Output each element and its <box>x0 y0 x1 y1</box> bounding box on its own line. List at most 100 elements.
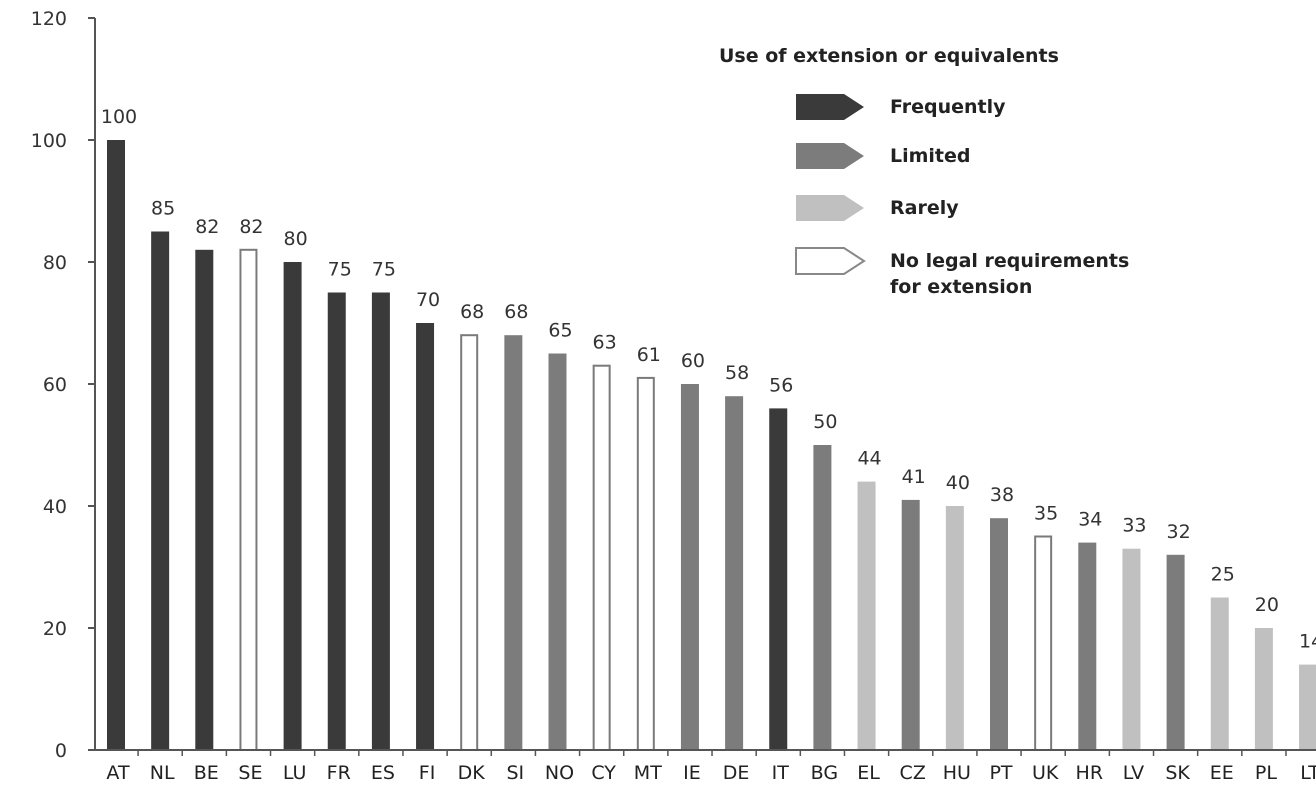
category-label-hu: HU <box>943 762 971 784</box>
value-label-uk: 35 <box>1034 503 1058 525</box>
legend-swatch-rarely <box>796 195 864 221</box>
value-label-fr: 75 <box>328 259 352 281</box>
bar-ie <box>680 384 699 750</box>
bar-el <box>857 481 876 750</box>
bar-at <box>107 140 125 750</box>
category-label-no: NO <box>545 762 574 784</box>
legend-swatch-none <box>795 247 866 275</box>
bar-hr <box>1078 542 1097 750</box>
value-label-si: 68 <box>504 301 528 323</box>
bar-ee <box>1210 597 1229 750</box>
bar-se <box>239 248 258 752</box>
bar-dk <box>460 334 479 751</box>
bar-cz <box>901 499 920 750</box>
value-label-el: 44 <box>857 448 881 470</box>
category-label-lu: LU <box>283 762 307 784</box>
y-tick-label: 40 <box>43 496 67 518</box>
category-label-fi: FI <box>419 762 436 784</box>
value-label-se: 82 <box>239 216 263 238</box>
legend-label-frequently: Frequently <box>890 96 1006 118</box>
y-axis: 0 20 40 60 80 100 120 <box>31 8 96 762</box>
category-label-lt: LT <box>1300 762 1316 784</box>
category-label-cz: CZ <box>900 762 926 784</box>
bar-lt <box>1299 664 1316 750</box>
bar-no <box>548 353 567 750</box>
category-label-nl: NL <box>150 762 175 784</box>
value-label-dk: 68 <box>460 301 484 323</box>
category-label-se: SE <box>238 762 262 784</box>
value-label-sk: 32 <box>1167 521 1191 543</box>
bar-de <box>725 396 744 750</box>
category-label-fr: FR <box>327 762 351 784</box>
value-label-pt: 38 <box>990 484 1014 506</box>
value-label-lu: 80 <box>284 228 308 250</box>
bar-hu <box>945 506 964 750</box>
y-tick-label: 0 <box>55 740 67 762</box>
category-label-bg: BG <box>811 762 838 784</box>
category-label-cy: CY <box>591 762 616 784</box>
category-label-dk: DK <box>458 762 486 784</box>
value-label-cz: 41 <box>902 466 926 488</box>
category-labels-group: AT NL BE SE LU FR ES FI DK SI NO CY MT IE DE IT BG EL CZ HU… <box>106 762 1316 784</box>
value-label-lt: 14 <box>1299 631 1316 653</box>
bar-uk <box>1034 535 1053 751</box>
category-label-uk: UK <box>1032 762 1059 784</box>
value-label-be: 82 <box>195 216 219 238</box>
bar-pl <box>1254 628 1273 750</box>
value-label-de: 58 <box>725 362 749 384</box>
category-label-sk: SK <box>1165 762 1190 784</box>
legend-swatch-limited <box>796 143 864 169</box>
y-tick-label: 100 <box>31 130 67 152</box>
bar-fi <box>416 323 435 750</box>
bar-it <box>769 408 788 750</box>
bar-lu <box>283 262 302 750</box>
legend-swatch-frequently <box>796 94 864 120</box>
category-label-de: DE <box>723 762 750 784</box>
y-tick-label: 80 <box>43 252 67 274</box>
bar-nl <box>151 231 170 750</box>
value-label-no: 65 <box>548 320 572 342</box>
bar-lv <box>1122 548 1141 750</box>
legend-label-rarely: Rarely <box>890 197 959 219</box>
category-label-pl: PL <box>1255 762 1277 784</box>
x-axis <box>95 749 1316 756</box>
category-label-it: IT <box>772 762 790 784</box>
value-label-pl: 20 <box>1255 594 1279 616</box>
value-label-at: 100 <box>101 106 137 128</box>
value-labels-group: 100 85 82 82 80 75 75 70 68 68 65 63 61 60 58 56 50 44 41 4… <box>101 106 1316 653</box>
legend-label-none: No legal requirements for extension <box>890 250 1129 298</box>
legend-title: Use of extension or equivalents <box>719 45 1059 67</box>
y-tick-label: 20 <box>43 618 67 640</box>
value-label-it: 56 <box>769 374 793 396</box>
value-label-cy: 63 <box>593 332 617 354</box>
bar-mt <box>636 376 655 751</box>
category-label-be: BE <box>194 762 219 784</box>
value-label-es: 75 <box>372 259 396 281</box>
bar-bg <box>813 445 832 750</box>
category-label-mt: MT <box>634 762 662 784</box>
legend-label-limited: Limited <box>890 145 971 167</box>
value-label-lv: 33 <box>1122 515 1146 537</box>
category-label-ie: IE <box>683 762 701 784</box>
bar-pt <box>990 518 1008 750</box>
bar-be <box>195 249 214 751</box>
value-label-fi: 70 <box>416 289 440 311</box>
value-label-hu: 40 <box>946 472 970 494</box>
legend: Use of extension or equivalents Frequentl… <box>719 45 1129 298</box>
bar-fr <box>327 292 346 750</box>
value-label-hr: 34 <box>1078 509 1102 531</box>
bars-group <box>107 140 1316 752</box>
bar-cy <box>592 364 611 751</box>
category-label-si: SI <box>507 762 525 784</box>
y-tick-label: 60 <box>43 374 67 396</box>
value-label-nl: 85 <box>151 198 175 220</box>
category-label-es: ES <box>371 762 395 784</box>
value-label-ee: 25 <box>1211 564 1235 586</box>
category-label-pt: PT <box>989 762 1012 784</box>
category-label-ee: EE <box>1210 762 1234 784</box>
bar-si <box>504 335 523 750</box>
category-label-at: AT <box>106 762 130 784</box>
value-label-mt: 61 <box>637 344 661 366</box>
bar-es <box>371 292 390 750</box>
